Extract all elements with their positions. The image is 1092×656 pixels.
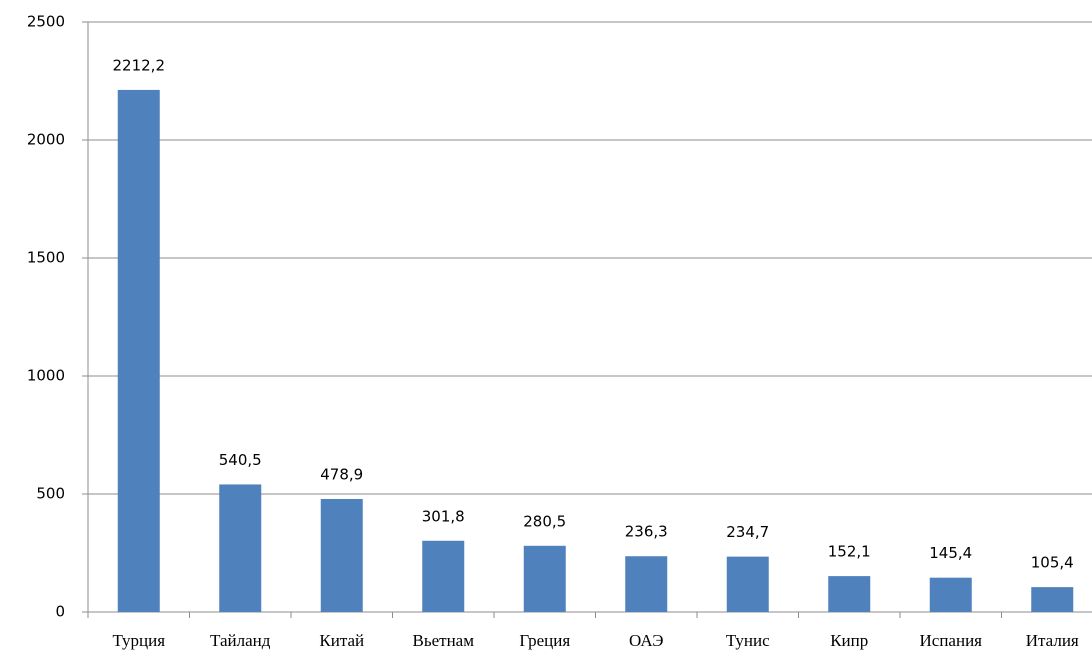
bar [828,576,871,612]
bar [523,545,566,612]
bar [422,540,465,612]
y-tick-label: 1500 [27,249,65,267]
x-tick-label: Тайланд [210,631,271,650]
value-label: 280,5 [523,512,566,530]
y-tick-label: 1000 [27,367,65,385]
x-tick-label: Кипр [830,631,868,650]
y-tick-label: 0 [55,603,65,621]
y-tick-label: 2500 [27,13,65,31]
y-tick-label: 2000 [27,131,65,149]
value-label: 152,1 [828,543,871,561]
value-label: 478,9 [320,465,363,483]
bar [726,556,769,612]
x-tick-label: Италия [1026,631,1079,650]
value-label: 540,5 [219,451,262,469]
x-tick-label: Тунис [726,631,770,650]
x-tick-label: Китай [319,631,364,650]
value-label: 105,4 [1031,554,1074,572]
x-tick-label: Вьетнам [413,631,475,650]
x-tick-label: Турция [112,631,165,650]
bar [625,556,668,612]
value-label: 2212,2 [113,56,166,74]
bar [929,577,972,612]
value-label: 234,7 [726,523,769,541]
y-tick-label: 500 [36,485,65,503]
value-label: 145,4 [929,544,972,562]
x-tick-label: Греция [519,631,570,650]
value-label: 301,8 [422,507,465,525]
x-tick-label: Испания [920,631,983,650]
value-label: 236,3 [625,523,668,541]
bar [117,89,160,613]
bar [320,498,363,612]
bar [219,484,262,612]
bar [1031,587,1074,612]
x-tick-label: ОАЭ [629,631,664,650]
